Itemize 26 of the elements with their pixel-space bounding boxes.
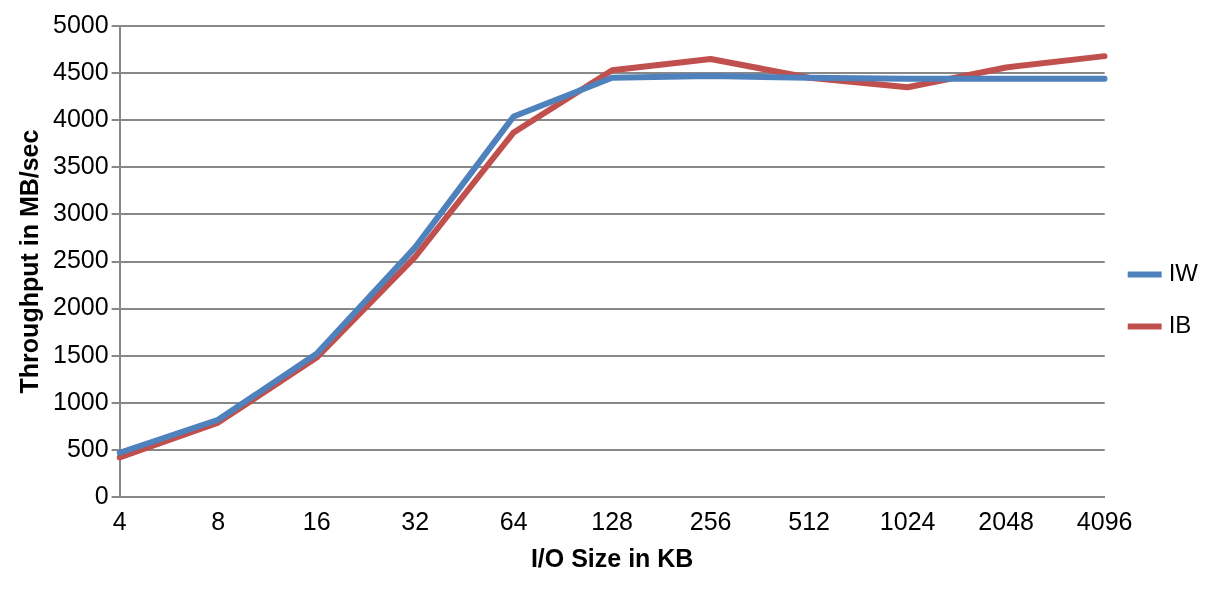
- y-tick-label: 4000: [52, 104, 109, 133]
- y-tick-label: 2500: [52, 245, 109, 274]
- legend-label: IB: [1168, 311, 1192, 339]
- x-tick-label: 2048: [978, 506, 1034, 535]
- x-tick-label: 512: [788, 506, 831, 535]
- legend-label: IW: [1168, 259, 1199, 287]
- y-tick-label: 4500: [52, 56, 109, 85]
- x-tick-label: 64: [499, 506, 528, 535]
- y-tick-label: 1000: [52, 386, 109, 415]
- y-tick-label: 500: [66, 433, 109, 462]
- x-axis-title: I/O Size in KB: [530, 543, 694, 572]
- y-tick-label: 5000: [52, 9, 109, 38]
- x-tick-label: 4: [112, 506, 127, 535]
- x-tick-label: 256: [689, 506, 732, 535]
- y-tick-label: 0: [94, 480, 109, 509]
- x-tick-label: 16: [302, 506, 331, 535]
- y-tick-label: 3500: [52, 151, 109, 180]
- x-tick-label: 32: [401, 506, 430, 535]
- x-tick-label: 4096: [1076, 506, 1133, 535]
- y-tick-label: 1500: [52, 339, 109, 368]
- y-tick-label: 3000: [52, 198, 109, 227]
- x-tick-label: 1024: [879, 506, 936, 535]
- x-tick-label: 128: [591, 506, 634, 535]
- y-axis-title: Throughput in MB/sec: [14, 129, 43, 394]
- x-tick-label: 8: [211, 506, 226, 535]
- y-tick-label: 2000: [52, 292, 109, 321]
